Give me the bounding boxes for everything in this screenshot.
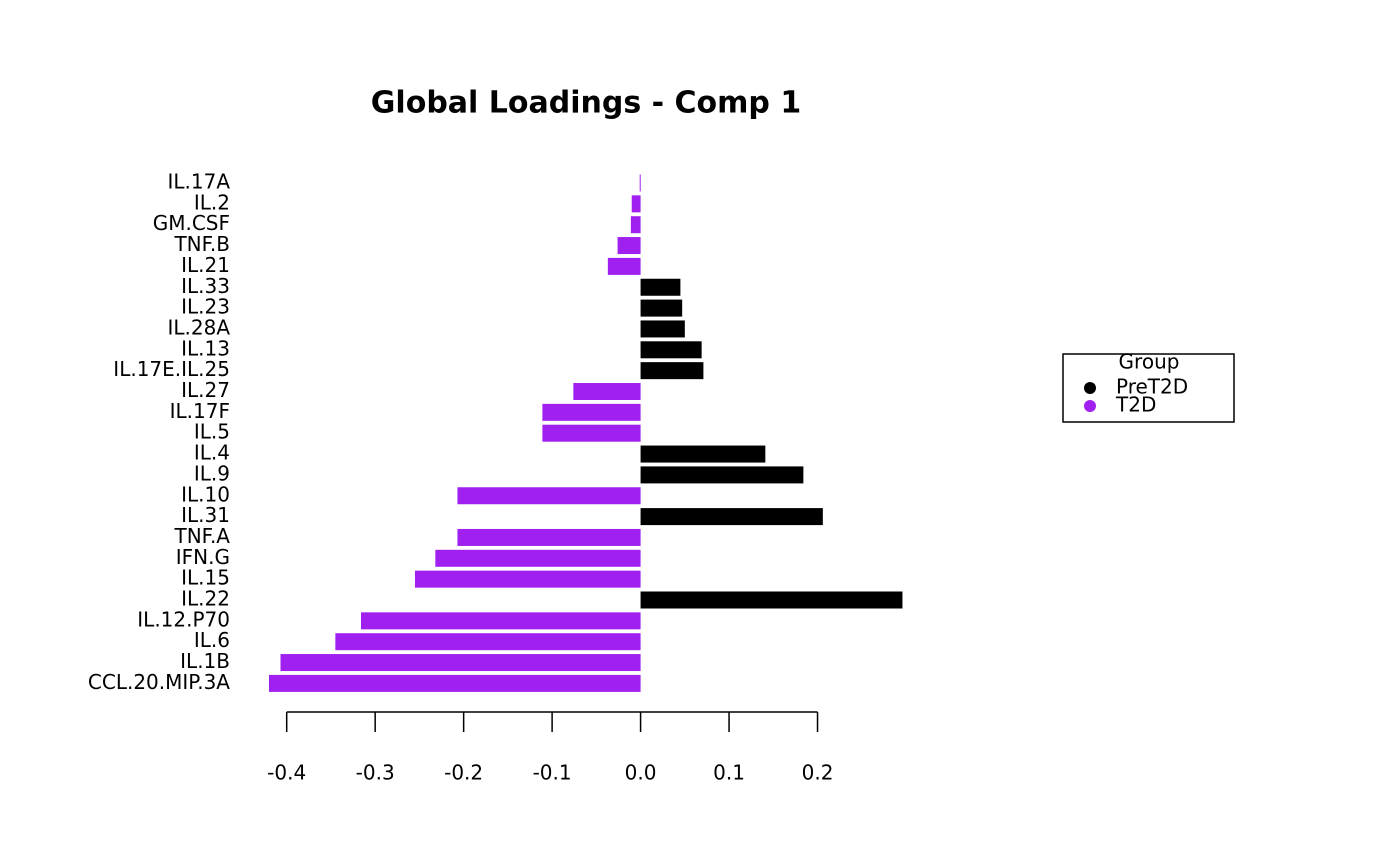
bar [640, 466, 804, 484]
bar [361, 612, 641, 630]
bar [640, 445, 766, 463]
bar [640, 341, 702, 359]
y-tick-label: IL.10 [181, 482, 230, 506]
bar [280, 654, 641, 672]
x-tick-label: -0.4 [267, 761, 306, 785]
bar [640, 362, 704, 380]
bar [630, 216, 641, 234]
x-tick-label: -0.1 [533, 761, 572, 785]
bar [335, 633, 641, 651]
bar [640, 591, 903, 609]
legend-label: T2D [1115, 393, 1156, 417]
y-tick-label: IL.17A [167, 170, 230, 194]
y-tick-label: IL.28A [167, 315, 230, 339]
bar [457, 528, 641, 546]
y-tick-label: TNF.A [173, 524, 230, 548]
y-tick-label: IL.6 [194, 628, 230, 652]
bar [269, 674, 641, 692]
y-tick-label: IL.12.P70 [137, 607, 230, 631]
bar [414, 570, 641, 588]
y-tick-label: IL.17F [170, 399, 230, 423]
y-tick-label: IL.27 [181, 378, 230, 402]
y-tick-label: IL.1B [180, 649, 230, 673]
y-tick-label: IL.15 [181, 566, 230, 590]
legend-marker [1084, 400, 1096, 412]
bar [542, 403, 641, 421]
legend-marker [1084, 382, 1096, 394]
bar [640, 508, 823, 526]
y-tick-label: IL.33 [181, 274, 230, 298]
x-tick-label: 0.1 [713, 761, 745, 785]
bar [640, 320, 685, 338]
y-tick-label: IL.31 [181, 503, 230, 527]
chart-title: Global Loadings - Comp 1 [371, 86, 801, 121]
y-tick-label: IL.2 [194, 190, 230, 214]
y-tick-label: IL.5 [194, 420, 230, 444]
bar [639, 174, 641, 192]
legend-title: Group [1119, 350, 1180, 374]
y-tick-label: IL.13 [181, 336, 230, 360]
y-tick-label: GM.CSF [153, 211, 230, 235]
y-tick-label: IL.21 [181, 253, 230, 277]
legend-label: PreT2D [1116, 375, 1188, 399]
bar [542, 424, 641, 442]
bar [631, 195, 641, 213]
x-tick-label: -0.3 [356, 761, 395, 785]
bar [617, 237, 641, 255]
y-tick-label: IL.9 [194, 461, 230, 485]
y-tick-label: CCL.20.MIP.3A [88, 670, 230, 694]
y-tick-label: IL.22 [181, 587, 230, 611]
bar [457, 487, 641, 505]
bar [573, 383, 641, 400]
y-tick-label: IL.4 [194, 441, 230, 465]
x-tick-label: -0.2 [444, 761, 483, 785]
x-tick-label: 0.0 [625, 761, 657, 785]
bar [640, 299, 683, 317]
bar [435, 549, 641, 567]
y-tick-label: IL.23 [181, 295, 230, 319]
bar [640, 278, 681, 296]
bar [607, 257, 641, 275]
x-tick-label: 0.2 [802, 761, 834, 785]
y-tick-label: TNF.B [173, 232, 230, 256]
y-tick-label: IFN.G [176, 545, 230, 569]
y-tick-label: IL.17E.IL.25 [113, 357, 230, 381]
legend-box [1062, 353, 1235, 423]
